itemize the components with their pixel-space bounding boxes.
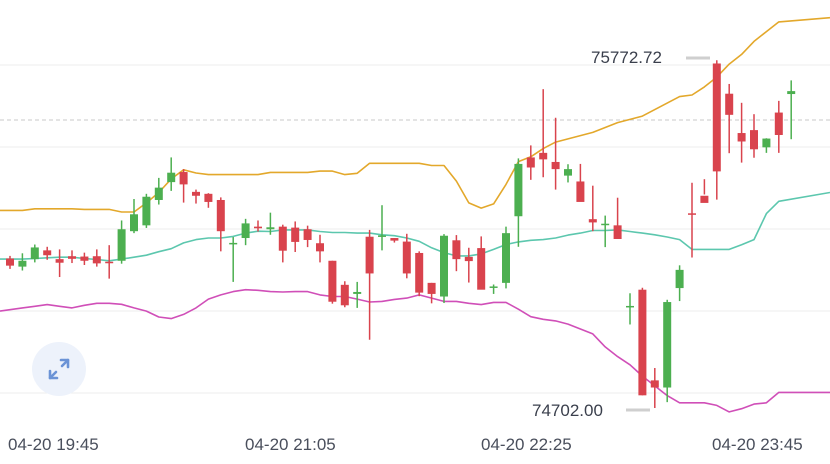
high-price-label: 75772.72 <box>591 48 662 67</box>
candle-body-56 <box>688 213 696 215</box>
candle-body-29 <box>353 291 362 294</box>
candle-body-40 <box>489 286 498 288</box>
candle-body-50 <box>613 225 622 239</box>
candle-body-47 <box>576 181 585 202</box>
candle-body-24 <box>291 227 300 242</box>
x-tick-label-2: 04-20 21:05 <box>245 435 336 454</box>
candle-body-46 <box>564 169 572 176</box>
candle-body-62 <box>762 138 771 148</box>
low-price-label: 74702.00 <box>532 401 603 420</box>
candle-body-42 <box>514 163 523 217</box>
candle-body-27 <box>328 260 337 302</box>
candle-body-19 <box>229 242 238 245</box>
candle-body-30 <box>365 236 374 274</box>
candle-body-53 <box>650 380 659 388</box>
candle-body-63 <box>774 112 783 135</box>
candle-body-4 <box>43 250 52 256</box>
candle-body-49 <box>601 223 610 226</box>
candle-body-22 <box>266 227 275 230</box>
candle-body-32 <box>390 238 399 241</box>
candle-body-8 <box>92 256 101 264</box>
candle-body-41 <box>502 233 510 283</box>
upper-band-line <box>0 16 830 213</box>
candle-body-48 <box>588 219 597 223</box>
candle-body-39 <box>477 248 486 290</box>
candle-body-26 <box>316 243 324 252</box>
candle-body-13 <box>154 187 163 200</box>
candle-body-58 <box>712 63 721 172</box>
candle-body-2 <box>18 260 27 267</box>
candle-body-34 <box>415 252 424 293</box>
candle-body-21 <box>254 226 262 229</box>
candle-body-16 <box>192 191 200 196</box>
x-tick-label-1: 04-20 19:45 <box>8 435 99 454</box>
expand-arrows-icon <box>48 358 70 380</box>
x-tick-label-4: 04-20 23:45 <box>712 435 803 454</box>
candle-body-37 <box>452 240 461 260</box>
candle-body-18 <box>216 199 225 232</box>
expand-button[interactable] <box>32 342 86 396</box>
candle-body-64 <box>787 91 796 95</box>
candle-body-11 <box>130 214 138 232</box>
candle-body-17 <box>204 193 213 202</box>
candle-body-44 <box>539 152 548 160</box>
candle-body-9 <box>105 261 114 264</box>
candle-body-43 <box>526 157 535 168</box>
candle-body-36 <box>440 235 448 297</box>
candle-body-20 <box>241 223 250 239</box>
candle-body-10 <box>117 229 126 261</box>
candle-body-59 <box>725 93 734 115</box>
candle-body-60 <box>737 133 746 142</box>
candle-body-35 <box>427 282 436 294</box>
candle-body-28 <box>340 284 349 306</box>
candle-body-15 <box>179 172 188 185</box>
middle-band-line <box>0 191 830 262</box>
candle-body-57 <box>700 195 709 203</box>
candle-body-31 <box>378 235 386 237</box>
lower-band-line <box>0 288 830 413</box>
candle-body-55 <box>675 269 684 289</box>
x-tick-label-3: 04-20 22:25 <box>481 435 572 454</box>
candle-body-3 <box>30 247 39 260</box>
candle-body-38 <box>464 256 473 262</box>
candle-body-33 <box>402 241 411 274</box>
candle-body-1 <box>6 258 14 266</box>
candle-body-23 <box>278 226 287 251</box>
candle-body-45 <box>551 161 560 170</box>
candle-body-61 <box>750 130 758 150</box>
candle-body-7 <box>80 256 89 261</box>
candle-body-14 <box>167 172 176 183</box>
candle-body-25 <box>303 229 312 240</box>
candle-body-5 <box>55 259 64 263</box>
candle-body-51 <box>626 305 634 308</box>
candle-body-52 <box>638 289 647 396</box>
candle-body-12 <box>142 196 151 226</box>
candle-body-6 <box>68 256 76 259</box>
candle-body-54 <box>663 302 672 388</box>
